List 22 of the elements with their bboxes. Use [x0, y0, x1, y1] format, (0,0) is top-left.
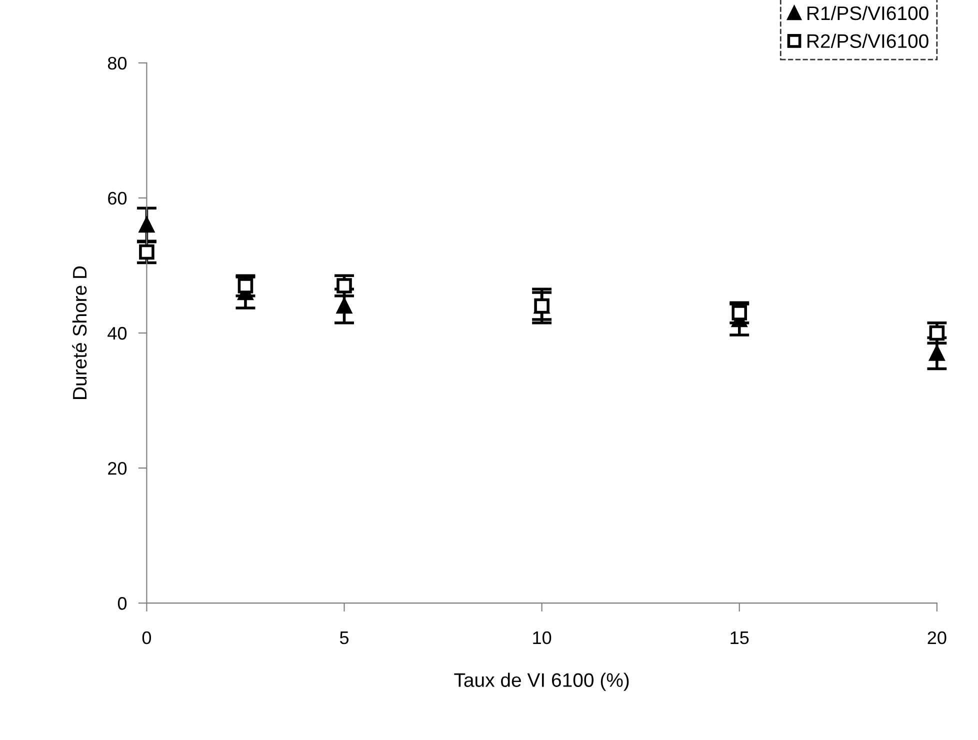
- y-tick-label: 0: [118, 597, 127, 610]
- x-tick-label: 5: [340, 632, 349, 644]
- legend-label: R2/PS/VI6100: [808, 34, 928, 48]
- point: [929, 346, 945, 361]
- y-tick-label: 80: [108, 56, 127, 70]
- point: [732, 305, 748, 320]
- x-tick-label: 20: [928, 631, 946, 644]
- point: [336, 278, 352, 294]
- point: [929, 325, 945, 341]
- point: [336, 298, 352, 314]
- x-tick-label: 10: [533, 631, 552, 644]
- y-tick-label: 20: [108, 462, 127, 475]
- x-axis-title: Taux de VI 6100 (%): [454, 672, 629, 691]
- y-tick-label: 60: [108, 192, 127, 205]
- y-axis-title: Dureté Shore D: [72, 266, 87, 399]
- point: [238, 278, 254, 294]
- legend-label: R1/PS/VI6100: [808, 6, 928, 20]
- y-tick-label: 40: [108, 326, 127, 340]
- x-tick-label: 0: [142, 631, 152, 644]
- point: [139, 244, 154, 260]
- point: [139, 217, 154, 233]
- x-tick-label: 15: [730, 632, 749, 644]
